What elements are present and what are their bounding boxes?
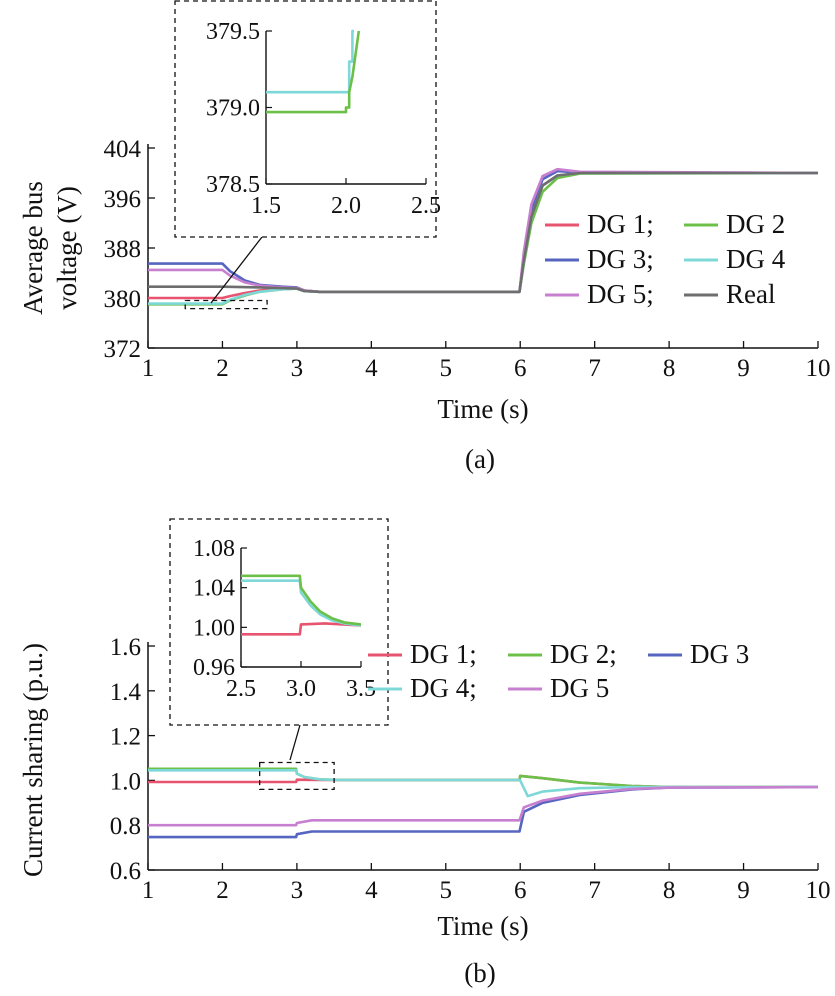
inset-y-tick-label: 1.04 bbox=[193, 576, 235, 602]
x-tick-label: 1 bbox=[142, 355, 155, 382]
x-tick-label: 4 bbox=[365, 877, 378, 904]
chart-panel-b: 1 2 3 4 5 6 7 8 9 100.60.81.01.21.41.62.5 3.0 3.50.… bbox=[18, 518, 831, 988]
series-line-dg-4 bbox=[266, 29, 354, 94]
legend-label: DG 3 bbox=[690, 639, 749, 669]
legend-label: DG 5; bbox=[587, 279, 654, 309]
x-tick-label: 9 bbox=[737, 877, 750, 904]
inset-y-tick-label: 379.0 bbox=[206, 96, 260, 122]
y-axis-label-line: Average bus bbox=[18, 181, 48, 315]
zoom-leader-line bbox=[210, 236, 263, 304]
inset-y-tick-label: 0.96 bbox=[193, 655, 235, 681]
y-tick-label: 372 bbox=[104, 336, 142, 363]
y-axis-label-line: voltage (V) bbox=[52, 186, 82, 310]
y-tick-label: 1.6 bbox=[110, 634, 141, 661]
x-tick-label: 10 bbox=[806, 877, 831, 904]
y-tick-label: 1.4 bbox=[110, 679, 142, 706]
y-tick-label: 396 bbox=[104, 186, 142, 213]
series-line-dg-1 bbox=[148, 774, 818, 789]
x-tick-label: 8 bbox=[663, 877, 676, 904]
x-tick-label: 2 bbox=[216, 877, 229, 904]
inset-x-tick-label: 2.5 bbox=[226, 676, 256, 702]
inset-x-tick-label: 1.5 bbox=[251, 193, 281, 219]
legend-label: DG 1; bbox=[587, 209, 654, 239]
zoom-leader-line bbox=[289, 724, 301, 761]
panel-caption: (b) bbox=[464, 958, 495, 988]
inset-x-tick-label: 2.0 bbox=[331, 193, 361, 219]
x-tick-label: 1 bbox=[142, 877, 155, 904]
inset-zoom: 1.5 2.0 2.5 378.5 379.0 379.5 bbox=[174, 0, 441, 238]
inset-y-tick-label: 1.08 bbox=[193, 536, 235, 562]
x-tick-label: 2 bbox=[216, 355, 229, 382]
x-axis-label: Time (s) bbox=[437, 911, 528, 941]
legend-label: DG 3; bbox=[587, 244, 654, 274]
x-tick-label: 4 bbox=[365, 355, 378, 382]
panel-caption: (a) bbox=[465, 444, 495, 474]
inset-frame bbox=[174, 0, 437, 238]
series-line-dg-2 bbox=[266, 30, 361, 114]
legend-label: DG 4 bbox=[726, 244, 786, 274]
x-tick-label: 7 bbox=[588, 877, 601, 904]
inset-y-tick-label: 1.00 bbox=[193, 615, 235, 641]
series-line-dg-3 bbox=[148, 785, 818, 839]
x-tick-label: 10 bbox=[806, 355, 831, 382]
series-line-dg-4 bbox=[148, 769, 818, 798]
legend-label: Real bbox=[726, 279, 775, 309]
x-tick-label: 7 bbox=[588, 355, 601, 382]
x-tick-label: 5 bbox=[440, 877, 453, 904]
legend-label: DG 5 bbox=[550, 673, 609, 703]
y-tick-label: 1.2 bbox=[110, 724, 141, 751]
x-tick-label: 8 bbox=[663, 355, 676, 382]
series-line-dg-2 bbox=[241, 574, 361, 626]
x-tick-label: 5 bbox=[440, 355, 453, 382]
legend-label: DG 2; bbox=[550, 639, 617, 669]
x-tick-label: 6 bbox=[514, 877, 527, 904]
zoom-region-box bbox=[184, 299, 268, 310]
y-axis-label: Current sharing (p.u.) bbox=[18, 643, 48, 877]
inset-x-tick-label: 3.0 bbox=[286, 676, 316, 702]
legend-label: DG 4; bbox=[410, 673, 477, 703]
inset-x-tick-label: 2.5 bbox=[411, 193, 441, 219]
legend-label: DG 1; bbox=[410, 639, 477, 669]
x-axis-label: Time (s) bbox=[437, 394, 528, 424]
legend: DG 1; DG 2 DG 3; DG 4 DG 5; Real bbox=[545, 209, 786, 309]
legend: DG 1; DG 2; DG 3 DG 4; DG 5 bbox=[368, 639, 749, 703]
x-tick-label: 6 bbox=[514, 355, 527, 382]
series-line-dg-5 bbox=[148, 785, 818, 827]
x-tick-label: 3 bbox=[291, 355, 304, 382]
x-tick-label: 9 bbox=[737, 355, 750, 382]
x-tick-label: 3 bbox=[291, 877, 304, 904]
series-line-real bbox=[148, 171, 818, 294]
inset-zoom: 2.5 3.0 3.50.961.001.041.08 bbox=[169, 518, 389, 726]
inset-y-tick-label: 379.5 bbox=[206, 19, 260, 45]
y-tick-label: 404 bbox=[104, 136, 142, 163]
y-tick-label: 0.6 bbox=[110, 858, 141, 885]
y-tick-label: 380 bbox=[104, 286, 142, 313]
chart-panel-a: 1 2 3 4 5 6 7 8 9 10 372 380 388 396 404 1.5 2.0 2.5 378.5… bbox=[18, 0, 831, 474]
legend-label: DG 2 bbox=[726, 209, 785, 239]
y-tick-label: 0.8 bbox=[110, 813, 141, 840]
inset-y-tick-label: 378.5 bbox=[206, 172, 260, 198]
zoom-region-box bbox=[259, 761, 335, 791]
y-tick-label: 388 bbox=[104, 236, 142, 263]
y-tick-label: 1.0 bbox=[110, 768, 141, 795]
